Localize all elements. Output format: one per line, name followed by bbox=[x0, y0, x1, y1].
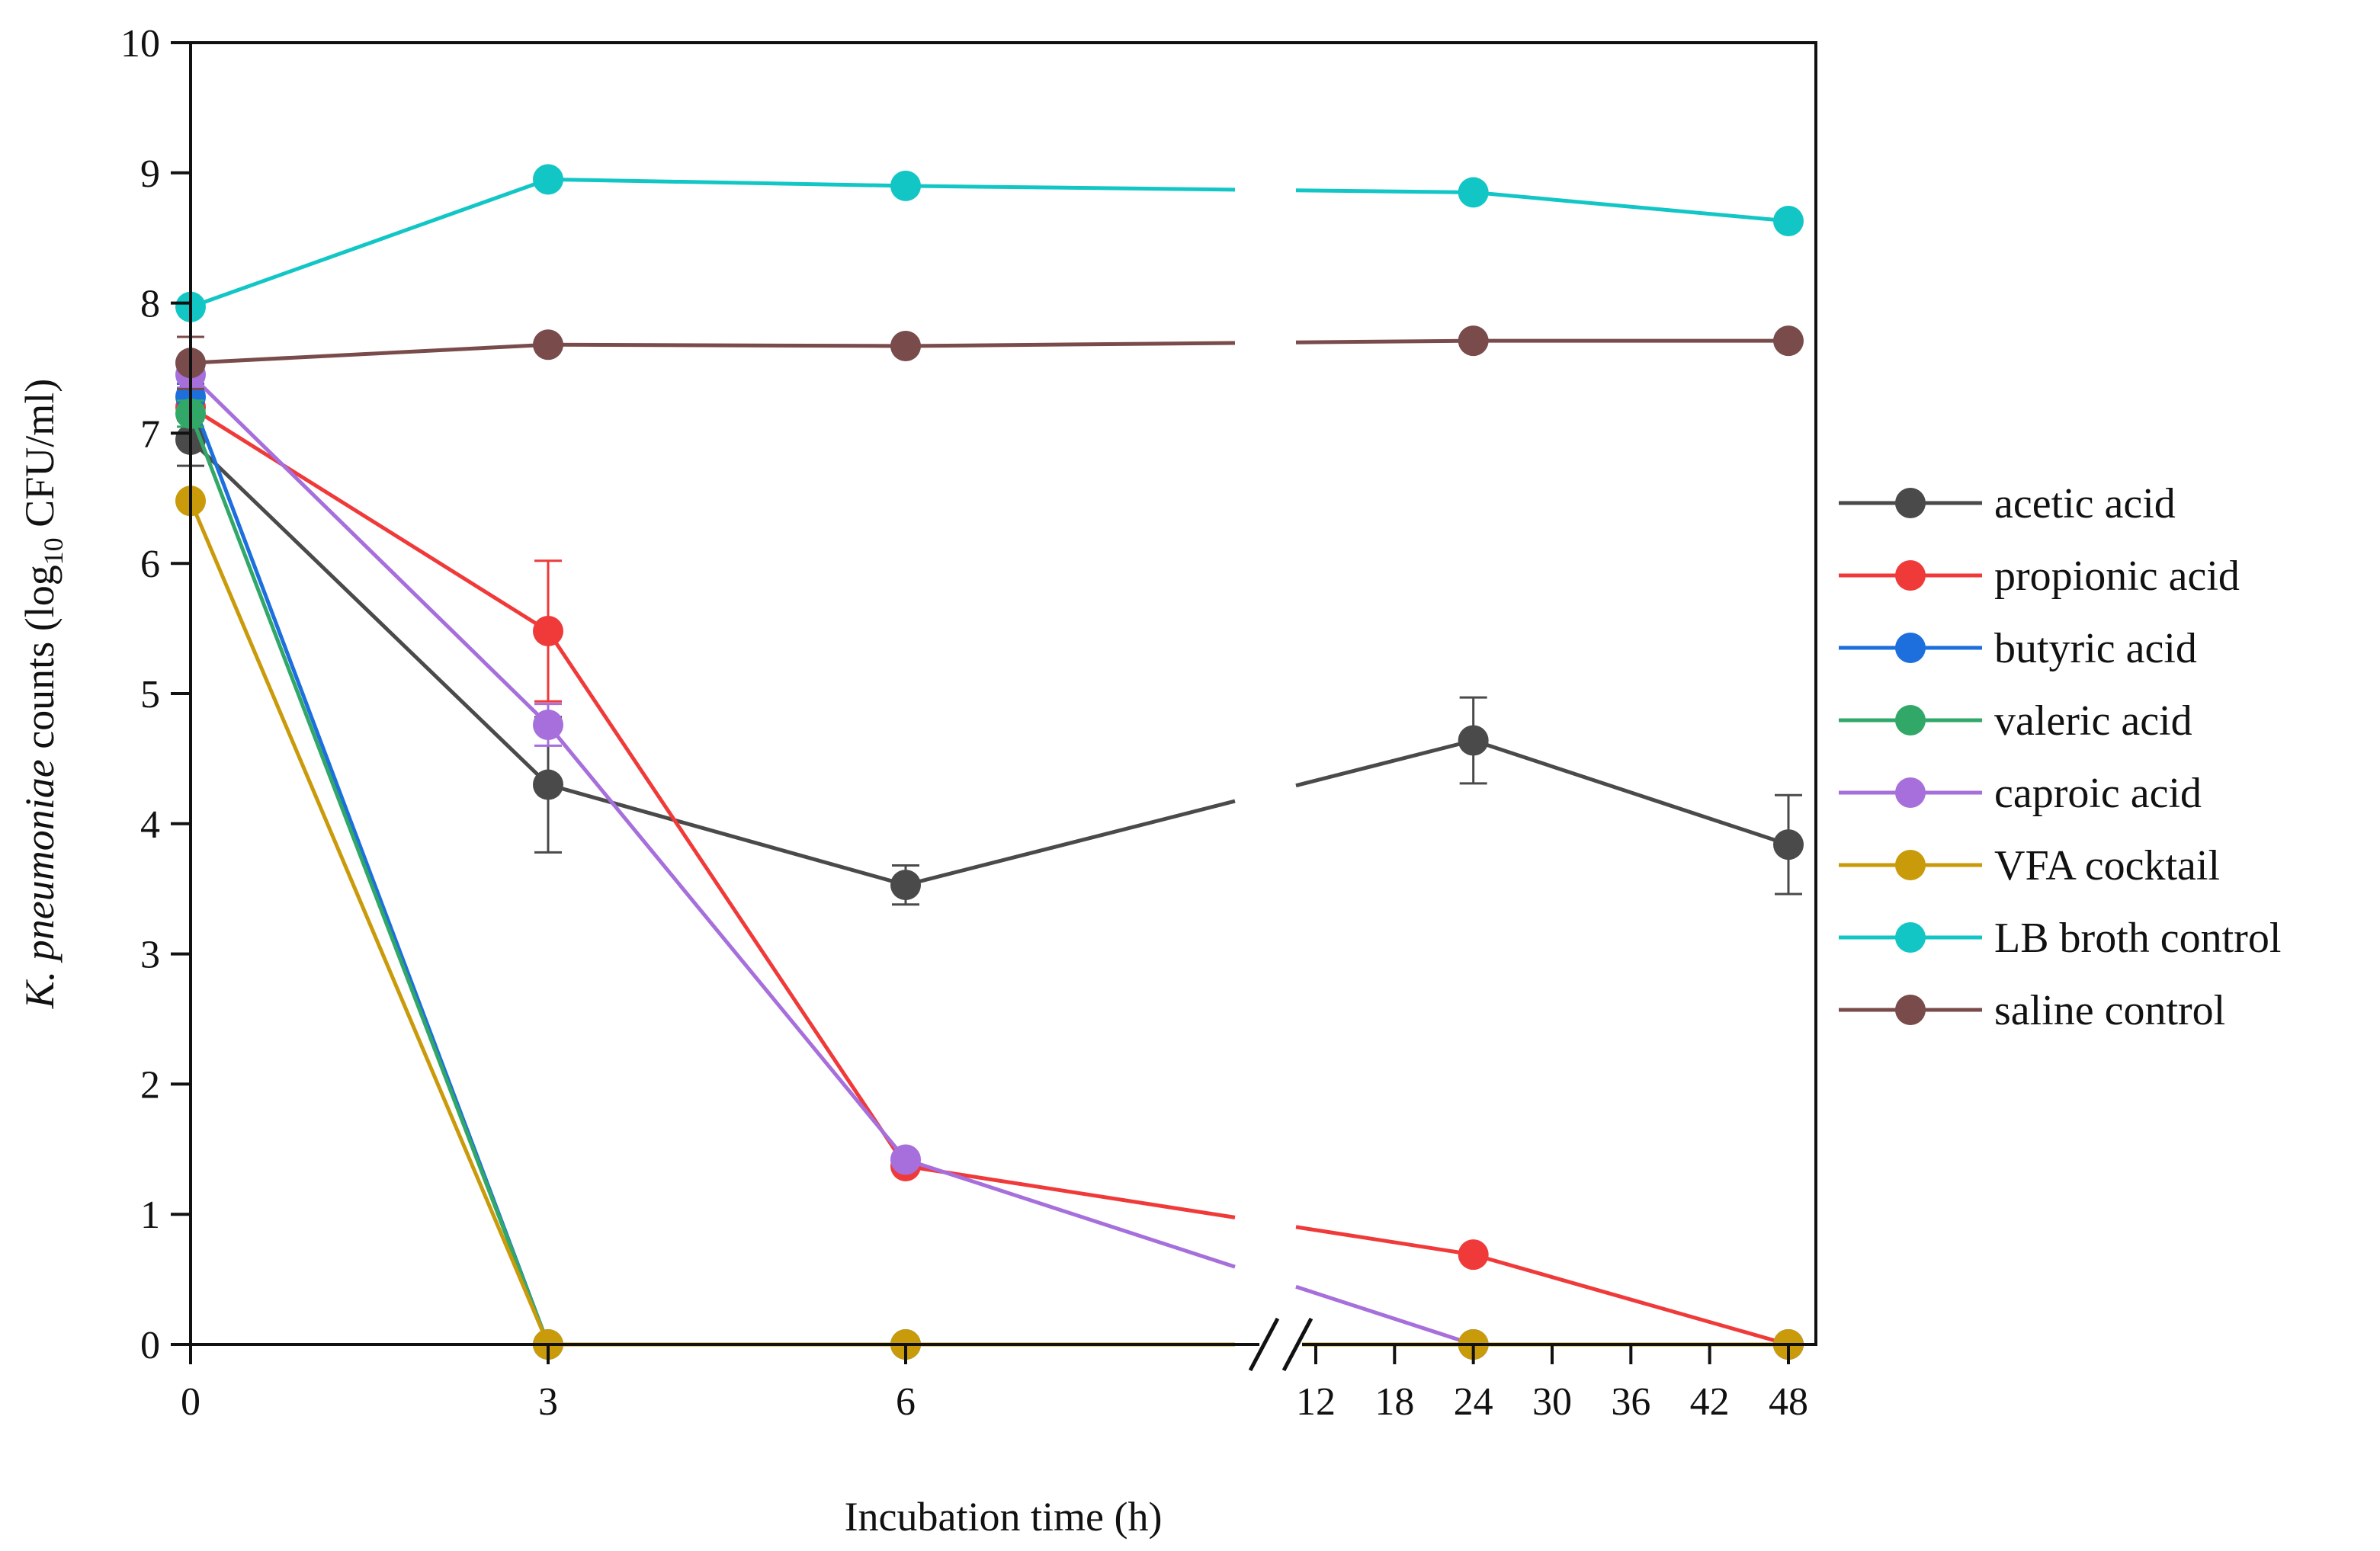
x-tick-label-6: 6 bbox=[896, 1380, 916, 1424]
saline-control-line-2b bbox=[1295, 338, 1474, 344]
y-tick-label-7: 7 bbox=[140, 412, 160, 456]
x-axis-break-slash-left bbox=[1248, 1317, 1280, 1372]
saline-control-line-1 bbox=[547, 342, 906, 348]
y-axis-title-subscript: 10 bbox=[38, 537, 69, 565]
caproic-acid-point-2 bbox=[890, 1144, 921, 1175]
x-tick-label-24: 24 bbox=[1454, 1380, 1493, 1424]
legend: acetic acid propionic acid butyric acid val… bbox=[1839, 480, 2281, 1034]
x-tick-label-3: 3 bbox=[538, 1380, 558, 1424]
y-axis-title-post: CFU/ml) bbox=[17, 379, 63, 538]
propionic-acid-point-1 bbox=[533, 616, 563, 647]
y-axis-title-italic: K. pneumoniae bbox=[17, 759, 63, 1009]
y-tick-label-8: 8 bbox=[140, 283, 160, 326]
legend-label-valeric-acid: valeric acid bbox=[1994, 697, 2192, 745]
legend-label-lb-broth-control: LB broth control bbox=[1994, 915, 2281, 962]
y-tick-label-4: 4 bbox=[140, 803, 160, 847]
caproic-acid-point-1 bbox=[533, 709, 563, 740]
legend-label-butyric-acid: butyric acid bbox=[1994, 625, 2197, 672]
y-tick-label-9: 9 bbox=[140, 152, 160, 196]
x-tick-label-12: 12 bbox=[1296, 1380, 1336, 1424]
y-tick-label-6: 6 bbox=[140, 543, 160, 586]
legend-label-propionic-acid: propionic acid bbox=[1994, 553, 2240, 600]
legend-marker-acetic-acid bbox=[1895, 488, 1926, 518]
legend-label-caproic-acid: caproic acid bbox=[1994, 770, 2202, 817]
legend-marker-propionic-acid bbox=[1895, 560, 1926, 591]
legend-marker-saline-control bbox=[1895, 995, 1926, 1025]
acetic-acid-line-2a bbox=[905, 799, 1236, 887]
caproic-acid-line-2a bbox=[905, 1158, 1236, 1269]
caproic-acid-line-1 bbox=[547, 723, 907, 1162]
y-axis-title-pre: counts (log bbox=[17, 565, 63, 759]
propionic-acid-line-1 bbox=[546, 630, 908, 1168]
legend-marker-caproic-acid bbox=[1895, 777, 1926, 808]
acetic-acid-point-3 bbox=[1458, 725, 1489, 756]
vfa-cocktail-line-0 bbox=[188, 500, 550, 1345]
saline-control-point-2 bbox=[890, 330, 921, 361]
propionic-acid-line-3 bbox=[1472, 1252, 1789, 1347]
x-tick-label-0: 0 bbox=[181, 1380, 200, 1424]
lb-broth-control-point-2 bbox=[890, 170, 921, 201]
legend-label-saline-control: saline control bbox=[1994, 987, 2225, 1034]
y-axis-title: K. pneumoniae counts (log10 CFU/ml) bbox=[17, 379, 69, 1009]
propionic-acid-line-2b bbox=[1295, 1225, 1474, 1257]
y-tick-label-1: 1 bbox=[140, 1194, 160, 1237]
caproic-acid-line-2b bbox=[1295, 1284, 1474, 1347]
lb-broth-control-line-2b bbox=[1295, 188, 1474, 194]
x-tick-label-48: 48 bbox=[1769, 1380, 1808, 1424]
acetic-acid-line-3 bbox=[1472, 739, 1789, 847]
propionic-acid-line-0 bbox=[189, 405, 550, 633]
x-tick-label-36: 36 bbox=[1611, 1380, 1650, 1424]
acetic-acid-line-0 bbox=[189, 438, 550, 787]
x-axis-break-slash-right bbox=[1281, 1317, 1313, 1372]
valeric-acid-line-0 bbox=[188, 412, 550, 1345]
acetic-acid-point-1 bbox=[533, 769, 563, 800]
propionic-acid-line-2a bbox=[905, 1164, 1236, 1219]
x-axis-break-gap bbox=[1259, 1338, 1302, 1351]
propionic-acid-point-3 bbox=[1458, 1239, 1489, 1271]
y-tick-label-0: 0 bbox=[140, 1324, 160, 1367]
lb-broth-control-line-3 bbox=[1473, 190, 1789, 223]
lb-broth-control-line-1 bbox=[547, 177, 906, 188]
caproic-acid-line-0 bbox=[189, 373, 550, 726]
y-tick-label-3: 3 bbox=[140, 934, 160, 977]
y-tick-label-5: 5 bbox=[140, 673, 160, 716]
lb-broth-control-line-0 bbox=[190, 177, 549, 309]
saline-control-point-3 bbox=[1458, 325, 1489, 357]
saline-control-point-4 bbox=[1773, 325, 1804, 357]
acetic-acid-point-2 bbox=[890, 870, 921, 901]
saline-control-line-2a bbox=[905, 341, 1236, 348]
x-tick-label-18: 18 bbox=[1374, 1380, 1414, 1424]
lb-broth-control-point-3 bbox=[1458, 177, 1489, 208]
y-tick-label-2: 2 bbox=[140, 1063, 160, 1107]
saline-control-line-0 bbox=[190, 342, 549, 365]
legend-marker-vfa-cocktail bbox=[1895, 850, 1926, 880]
saline-control-point-1 bbox=[533, 329, 563, 361]
legend-marker-valeric-acid bbox=[1895, 705, 1926, 735]
legend-label-vfa-cocktail: VFA cocktail bbox=[1994, 842, 2220, 889]
acetic-acid-line-2b bbox=[1295, 739, 1474, 788]
legend-marker-lb-broth-control bbox=[1895, 922, 1926, 953]
y-tick-label-10: 10 bbox=[120, 22, 160, 66]
x-tick-label-30: 30 bbox=[1532, 1380, 1572, 1424]
legend-label-acetic-acid: acetic acid bbox=[1994, 480, 2176, 527]
x-axis-title: Incubation time (h) bbox=[845, 1494, 1163, 1540]
acetic-acid-line-1 bbox=[547, 783, 906, 887]
legend-marker-butyric-acid bbox=[1895, 633, 1926, 663]
lb-broth-control-point-1 bbox=[533, 164, 563, 195]
x-tick-label-42: 42 bbox=[1690, 1380, 1730, 1424]
plot-marks bbox=[175, 164, 1804, 1360]
lb-broth-control-point-4 bbox=[1773, 205, 1804, 236]
lb-broth-control-line-2a bbox=[905, 184, 1236, 192]
acetic-acid-point-4 bbox=[1773, 829, 1804, 860]
